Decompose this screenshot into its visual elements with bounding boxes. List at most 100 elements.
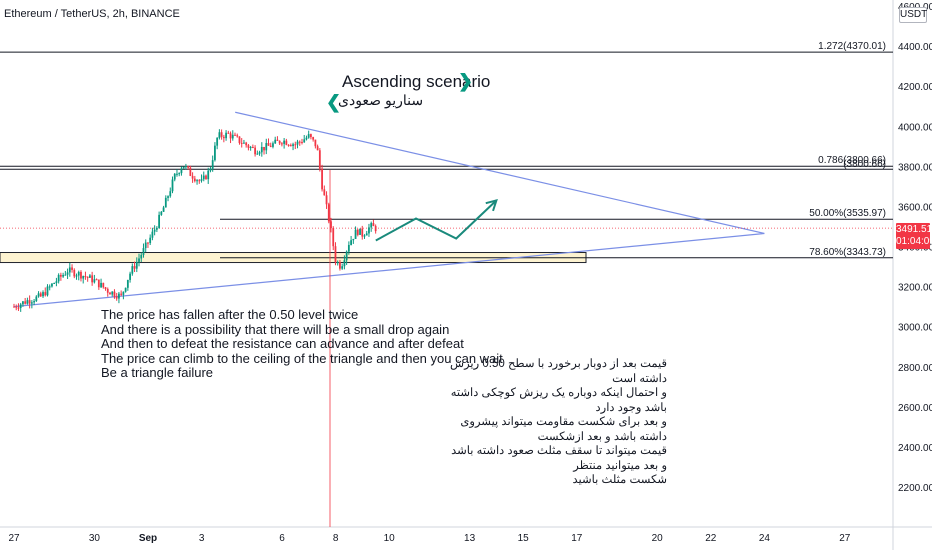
candle-body (151, 231, 154, 238)
note-en-line: Be a triangle failure (101, 365, 214, 381)
candle-body (171, 179, 174, 192)
candle-body (205, 175, 207, 180)
y-tick-label: 3000.00 (898, 323, 932, 334)
candle-body (278, 140, 281, 144)
candle-body (73, 269, 76, 277)
x-tick-label: 13 (464, 533, 476, 544)
candle-body (332, 228, 335, 247)
candles (13, 129, 377, 312)
note-fa-line: شکست مثلث باشید (572, 474, 667, 486)
candle-body (361, 228, 364, 237)
y-tick-label: 2400.00 (898, 443, 932, 454)
y-tick-label: 2800.00 (898, 363, 932, 374)
candle-body (251, 147, 254, 149)
y-tick-label: 4000.00 (898, 122, 932, 133)
candle-body (350, 240, 352, 245)
x-tick-label: 3 (199, 533, 205, 544)
candle-body (307, 134, 310, 138)
candle-body (368, 227, 370, 234)
x-tick-label: 15 (518, 533, 530, 544)
candle-body (310, 134, 312, 138)
candle-body (198, 180, 201, 182)
candle-body (187, 166, 190, 168)
candle-body (140, 254, 143, 259)
candle-body (124, 287, 127, 292)
candle-body (314, 139, 317, 147)
x-tick-label: 22 (705, 533, 717, 544)
candle-body (287, 144, 290, 146)
candle-body (51, 283, 53, 287)
x-tick-label: 8 (333, 533, 339, 544)
candle-body (164, 197, 167, 208)
candle-body (100, 282, 102, 288)
candle-body (301, 141, 303, 143)
y-tick-label: 3600.00 (898, 202, 932, 213)
candle-body (352, 238, 355, 241)
bar-countdown: 01:04:09 (896, 236, 932, 247)
candle-body (249, 147, 252, 149)
x-tick-label: Sep (139, 533, 157, 544)
candle-body (173, 173, 176, 180)
candle-body (71, 267, 73, 270)
candle-body (53, 282, 56, 284)
candle-body (93, 279, 96, 283)
candle-body (305, 137, 308, 140)
candle-body (240, 142, 243, 144)
candle-body (285, 140, 288, 145)
candle-body (243, 142, 245, 144)
candle-body (39, 293, 42, 297)
level-label: 78.60%(3343.73) (809, 247, 886, 258)
candle-body (218, 132, 221, 138)
candle-body (169, 191, 172, 197)
candle-body (22, 301, 24, 305)
candle-body (372, 223, 375, 227)
x-tick-label: 10 (384, 533, 396, 544)
candle-body (345, 251, 348, 261)
candle-body (97, 279, 100, 288)
candle-body (238, 136, 241, 143)
candle-body (133, 266, 136, 269)
candle-body (292, 144, 294, 147)
candle-body (149, 237, 152, 244)
note-persian: قیمت بعد از دوبار برخورد با سطح 0.50 ریز… (447, 357, 667, 488)
note-en-line: The price can climb to the ceiling of th… (101, 350, 503, 366)
candle-body (359, 228, 361, 235)
candle-body (274, 139, 277, 144)
candle-body (180, 168, 183, 174)
x-tick-label: 20 (652, 533, 664, 544)
y-tick-label: 3200.00 (898, 283, 932, 294)
triangle-lower (13, 232, 765, 308)
candle-body (321, 168, 323, 190)
last-price-value: 3491.51 (896, 224, 932, 235)
candle-body (129, 273, 131, 280)
candle-body (365, 233, 368, 236)
candle-body (84, 276, 87, 278)
candle-body (42, 292, 44, 297)
candle-body (115, 296, 118, 299)
candle-body (231, 134, 234, 139)
candle-body (30, 302, 33, 304)
candle-body (44, 292, 47, 296)
candle-body (316, 146, 319, 151)
candle-body (343, 260, 346, 267)
candle-body (363, 235, 366, 237)
candle-body (370, 223, 373, 228)
candle-body (296, 141, 299, 145)
candle-body (196, 180, 198, 182)
candle-body (222, 136, 225, 139)
currency-badge[interactable]: USDT (899, 7, 927, 23)
candle-body (77, 271, 80, 276)
symbol-title[interactable]: Ethereum / TetherUS, 2h, BINANCE (4, 8, 180, 20)
candle-body (75, 275, 78, 277)
candle-body (354, 229, 357, 239)
candle-body (267, 143, 270, 146)
scenario-title-en: Ascending scenario (342, 72, 491, 91)
candle-body (189, 167, 192, 176)
candle-body (17, 307, 20, 309)
note-fa-line: و بعد برای شکست مقاومت میتواند پیشروی دا… (460, 416, 667, 443)
candle-body (265, 143, 268, 151)
candle-body (24, 301, 27, 304)
candle-body (211, 160, 214, 169)
candle-body (312, 137, 315, 140)
